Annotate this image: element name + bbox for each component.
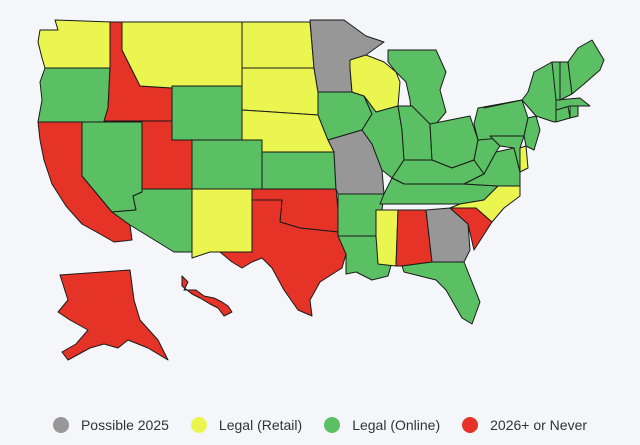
legend-label: Legal (Online) [352, 417, 441, 433]
legend-item-never[interactable]: 2026+ or Never [462, 417, 587, 433]
state-mt[interactable] [121, 21, 243, 89]
legend-item-retail[interactable]: Legal (Retail) [190, 417, 303, 433]
state-wa[interactable] [37, 19, 113, 69]
state-nm[interactable] [191, 188, 253, 259]
state-ms[interactable] [375, 209, 399, 267]
state-ks[interactable] [261, 151, 337, 190]
state-ak[interactable] [57, 269, 169, 361]
legend-label: Legal (Retail) [218, 417, 303, 433]
legend-item-online[interactable]: Legal (Online) [324, 417, 440, 433]
state-wy[interactable] [171, 85, 243, 141]
state-oh[interactable] [429, 115, 479, 169]
legend-label: Possible 2025 [80, 417, 169, 433]
state-nc[interactable] [449, 185, 521, 223]
us-map [37, 19, 605, 361]
state-md[interactable] [489, 135, 525, 173]
state-me[interactable] [567, 39, 605, 95]
state-fl[interactable] [401, 261, 481, 325]
state-sd[interactable] [241, 67, 319, 116]
state-tx[interactable] [219, 199, 347, 317]
state-or[interactable] [37, 67, 111, 123]
state-hi[interactable] [181, 275, 233, 317]
state-ma[interactable] [555, 97, 591, 111]
legend-label: 2026+ or Never [490, 417, 588, 433]
legend-dot-icon [190, 417, 207, 433]
state-nd[interactable] [241, 21, 315, 69]
state-ri[interactable] [569, 105, 579, 119]
legend-dot-icon [462, 417, 479, 433]
legend: Possible 2025 Legal (Retail) Legal (Online… [0, 412, 640, 438]
legend-dot-icon [324, 417, 341, 433]
state-de[interactable] [519, 145, 529, 173]
state-co[interactable] [191, 139, 263, 190]
legend-item-possible[interactable]: Possible 2025 [52, 417, 169, 433]
us-map-svg [37, 19, 605, 361]
legend-dot-icon [52, 417, 69, 433]
state-pa[interactable] [473, 99, 529, 141]
